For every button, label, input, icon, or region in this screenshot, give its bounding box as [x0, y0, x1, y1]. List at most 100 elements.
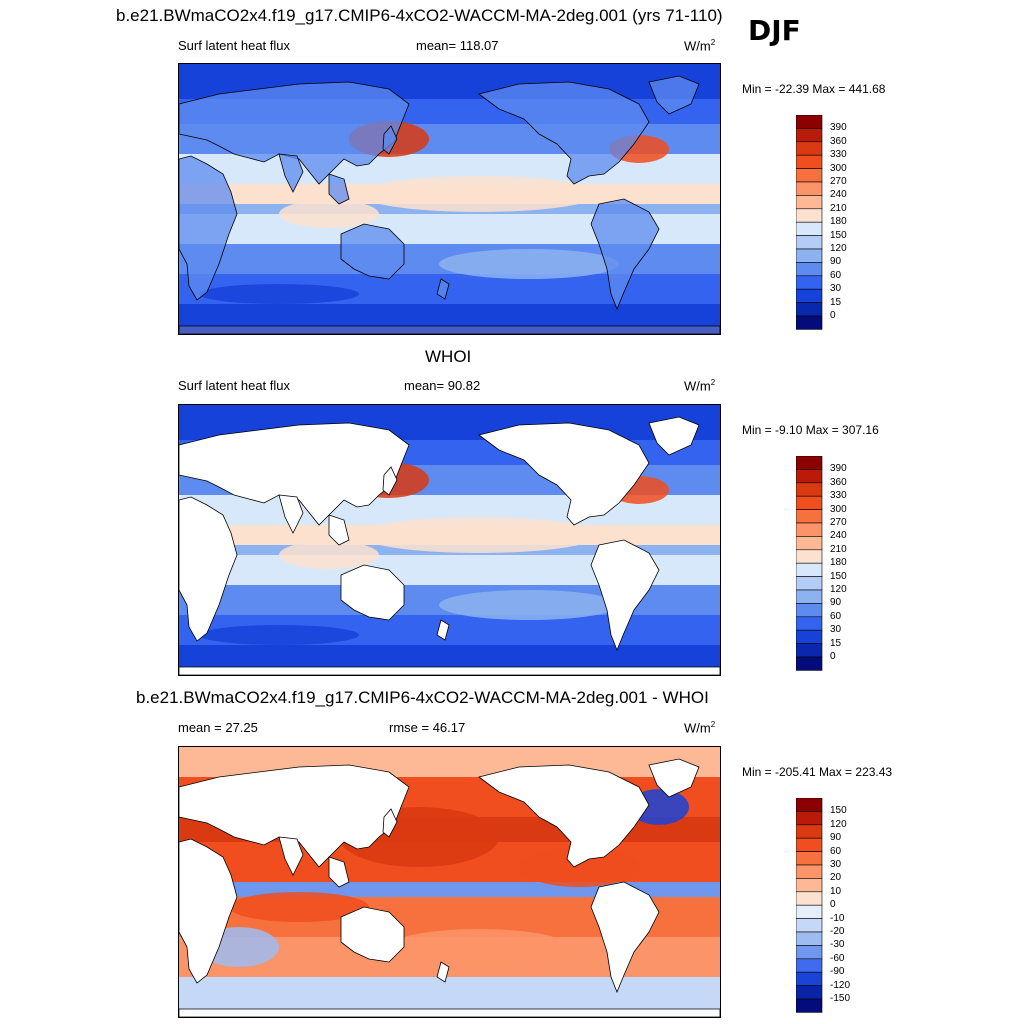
colorbar-swatch: [796, 195, 823, 210]
colorbar-tick-label: 270: [830, 517, 847, 528]
panel-diff-title: b.e21.BWmaCO2x4.f19_g17.CMIP6-4xCO2-WACC…: [136, 688, 709, 707]
colorbar-tick-label: 0: [830, 310, 836, 321]
colorbar-tick-label: 120: [830, 584, 847, 595]
coastline-samerica: [590, 539, 660, 652]
coastline-seasia: [328, 173, 350, 205]
colorbar-swatch: [796, 208, 823, 223]
coastline-africa: [179, 155, 238, 301]
panel-obs-variable: Surf latent heat flux: [178, 378, 291, 393]
colorbar-swatch: [796, 128, 823, 143]
colorbar-swatch: [796, 629, 823, 644]
coastline-india: [278, 836, 304, 876]
colorbar-swatch: [796, 154, 823, 169]
panel-obs-unit: W/m2: [684, 378, 716, 394]
colorbar-tick-label: -20: [830, 926, 845, 937]
panel-model-variable: Surf latent heat flux: [178, 38, 291, 53]
colorbar-swatch: [796, 562, 823, 577]
colorbar-tick-label: 300: [830, 162, 847, 174]
colorbar-swatch: [796, 509, 823, 524]
coastline-antarctic: [179, 666, 720, 675]
colorbar-swatch: [796, 248, 823, 263]
colorbar-swatch: [796, 115, 823, 129]
colorbar-tick-label: 360: [830, 135, 847, 147]
coastline-japan: [382, 125, 398, 155]
colorbar-swatch: [796, 221, 823, 236]
coastline-australia: [340, 906, 405, 963]
colorbar-tick-label: 90: [830, 597, 842, 609]
colorbar-tick-label: 210: [830, 543, 847, 555]
colorbar-swatch: [796, 945, 823, 960]
colorbar-swatch: [796, 904, 823, 919]
colorbar-tick-label: 120: [830, 818, 847, 830]
colorbar-tick-label: 0: [830, 899, 836, 911]
panel-diff-rmse: rmse = 46.17: [389, 720, 466, 735]
colorbar-tick-label: 60: [830, 845, 842, 857]
season-label: DJF: [748, 14, 801, 47]
coastline-antarctic: [179, 1008, 720, 1017]
panel-obs-title: WHOI: [425, 347, 472, 366]
colorbar-tick-label: 90: [830, 832, 842, 844]
coastline-samerica: [590, 198, 660, 311]
colorbar-swatch: [796, 931, 823, 946]
colorbar-tick-label: 30: [830, 859, 842, 870]
colorbar-tick-label: -30: [830, 939, 845, 951]
coastline-namerica: [478, 422, 650, 526]
colorbar-tick-label: 20: [830, 872, 842, 884]
model-map: [178, 63, 721, 335]
colorbar-swatch: [796, 798, 823, 812]
colorbar-swatch: [796, 918, 823, 933]
coastline-africa: [179, 838, 238, 984]
colorbar-tick-label: 120: [830, 243, 847, 254]
map-field: [179, 747, 720, 1017]
colorbar-swatch: [796, 456, 823, 470]
colorbar-swatch: [796, 181, 823, 196]
colorbar-tick-label: 240: [830, 530, 847, 542]
colorbar-swatch: [796, 495, 823, 510]
coastline-greenland: [648, 416, 700, 456]
coastline-antarctic: [179, 325, 720, 334]
colorbar-swatch: [796, 589, 823, 604]
coastline-samerica: [590, 881, 660, 994]
colorbar-tick-label: 390: [830, 122, 847, 134]
colorbar-tick-label: -60: [830, 952, 845, 964]
colorbar-tick-label: 60: [830, 269, 842, 281]
colorbar-tick-label: 30: [830, 283, 842, 295]
colorbar-swatch: [796, 536, 823, 551]
coastline-greenland: [648, 758, 700, 798]
colorbar-swatch: [796, 315, 823, 330]
colorbar-tick-label: 300: [830, 503, 847, 515]
colorbar-swatch: [796, 262, 823, 277]
colorbar-tick-label: 180: [830, 557, 847, 569]
colorbar-tick-label: 330: [830, 149, 847, 161]
colorbar-tick-label: 360: [830, 476, 847, 488]
panel-diff-mean: mean = 27.25: [178, 720, 258, 735]
coastline-india: [278, 153, 304, 193]
colorbar-swatch: [796, 811, 823, 826]
colorbar-swatch: [796, 603, 823, 618]
colorbar-swatch: [796, 971, 823, 986]
colorbar-tick-label: 15: [830, 296, 842, 308]
colorbar-tick-label: 240: [830, 189, 847, 201]
panel-diff-minmax: Min = -205.41 Max = 223.43: [742, 765, 893, 779]
colorbar-tick-label: 150: [830, 229, 847, 241]
coastline-australia: [340, 223, 405, 280]
colorbar-swatch: [796, 522, 823, 537]
colorbar-tick-label: -150: [830, 993, 851, 1004]
colorbar-swatch: [796, 878, 823, 893]
coastline-nz: [436, 961, 450, 983]
colorbar-tick-label: -10: [830, 912, 845, 924]
colorbar-swatch: [796, 643, 823, 658]
colorbar-swatch: [796, 985, 823, 1000]
colorbar-tick-label: 330: [830, 490, 847, 502]
coastline-nz: [436, 619, 450, 641]
coastline-nz: [436, 278, 450, 300]
coastline-eurasia: [179, 764, 410, 868]
colorbar-swatches: [796, 456, 823, 671]
colorbar-tick-label: 90: [830, 256, 842, 268]
colorbar-swatch: [796, 998, 823, 1013]
colorbar-swatch: [796, 302, 823, 317]
colorbar-swatches: [796, 798, 823, 1013]
colorbar-tick-label: 270: [830, 176, 847, 187]
colorbar-swatch: [796, 958, 823, 973]
coastline-africa: [179, 496, 238, 642]
